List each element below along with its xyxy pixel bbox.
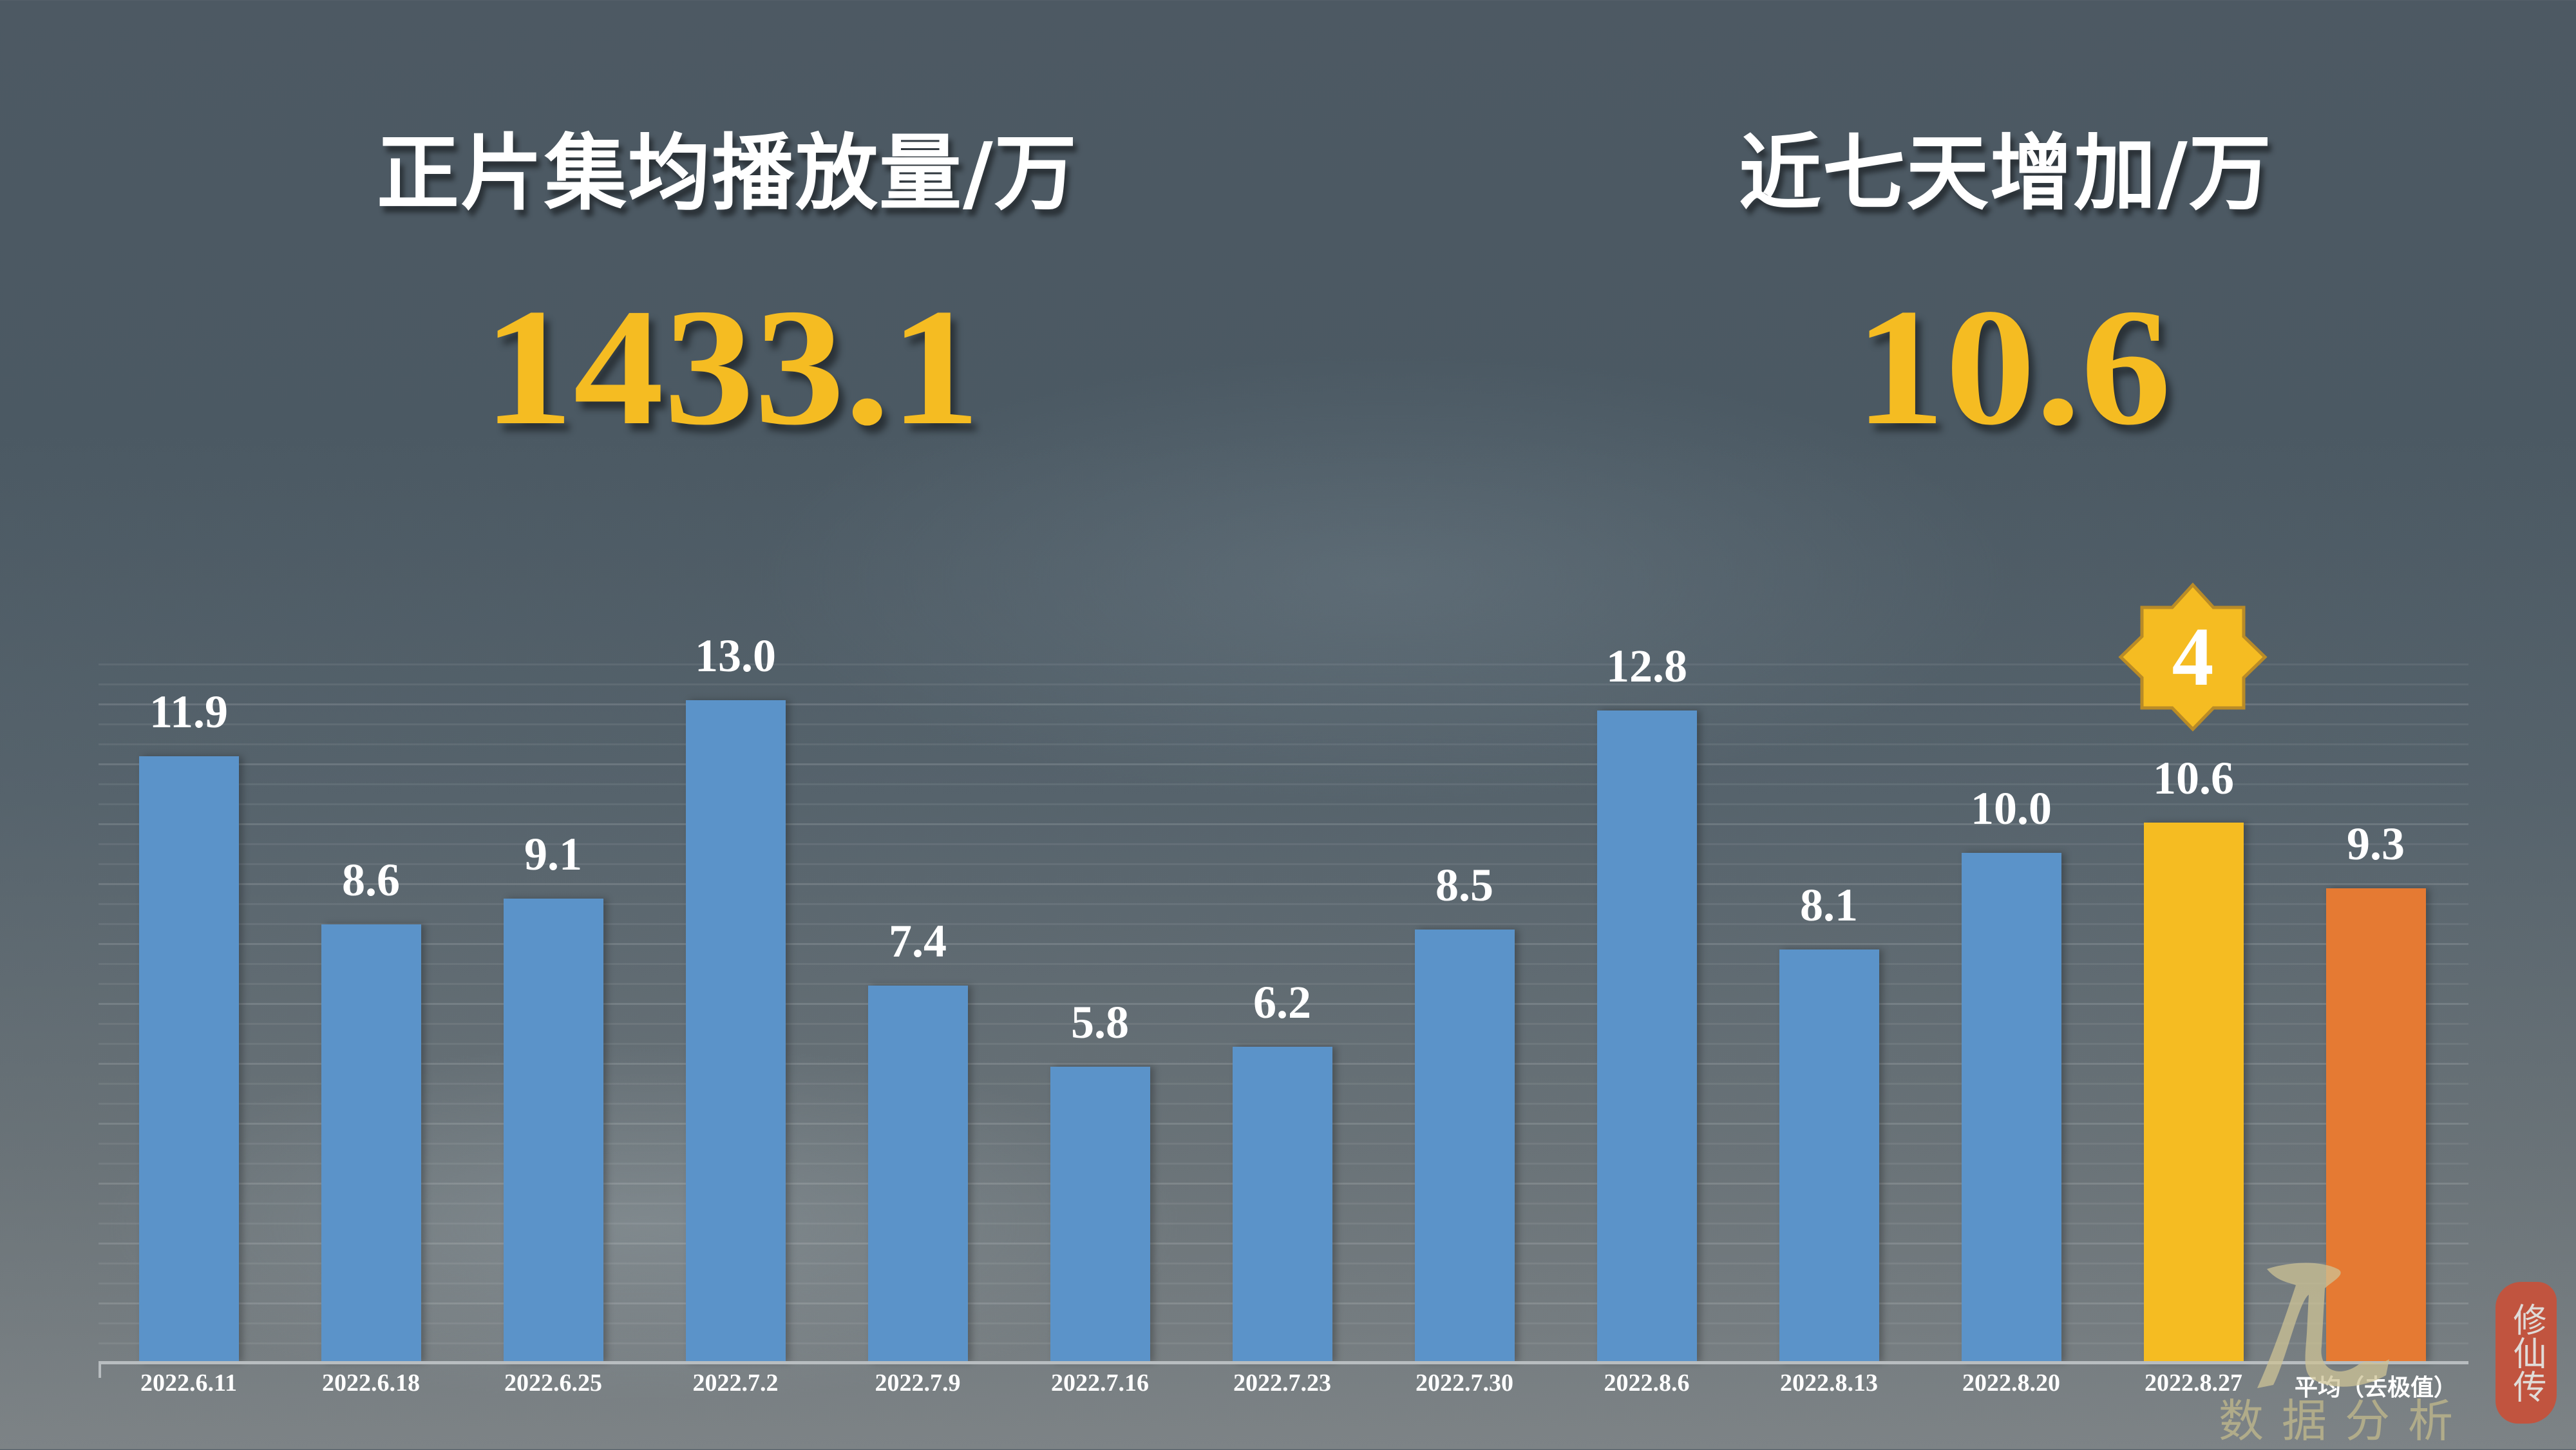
x-axis-tick bbox=[99, 1361, 101, 1378]
rank-badge-number: 4 bbox=[2172, 611, 2214, 703]
x-axis-category-label: 2022.8.13 bbox=[1780, 1369, 1878, 1397]
gridline bbox=[99, 723, 2468, 725]
bar-value-label: 6.2 bbox=[1253, 977, 1311, 1028]
seal-stamp: 修仙传 bbox=[2496, 1282, 2557, 1424]
bar-value-label: 12.8 bbox=[1606, 640, 1687, 692]
kpi-right-title: 近七天增加/万 bbox=[1739, 126, 2273, 222]
bar-default bbox=[1597, 711, 1697, 1362]
bar-default bbox=[1415, 930, 1515, 1362]
gridline bbox=[99, 883, 2468, 885]
bar-value-label: 9.1 bbox=[524, 828, 582, 880]
bar-default bbox=[1779, 949, 1879, 1362]
bar-default bbox=[686, 700, 786, 1362]
bar-value-label: 5.8 bbox=[1071, 997, 1129, 1048]
gridline bbox=[99, 803, 2468, 805]
bar-average bbox=[2326, 888, 2426, 1362]
bar-default bbox=[321, 924, 421, 1362]
gridline bbox=[99, 1043, 2468, 1045]
gridline bbox=[99, 843, 2468, 845]
bar-default bbox=[868, 986, 968, 1362]
gridline bbox=[99, 763, 2468, 765]
bar-value-label: 8.6 bbox=[342, 854, 400, 906]
x-axis-category-label: 2022.8.20 bbox=[1962, 1369, 2060, 1397]
x-axis-category-label: 2022.6.11 bbox=[140, 1369, 237, 1397]
bar-default bbox=[1962, 853, 2061, 1362]
gridline bbox=[99, 823, 2468, 825]
bar-default bbox=[139, 756, 239, 1362]
x-axis-category-label: 2022.6.25 bbox=[504, 1369, 602, 1397]
gridline bbox=[99, 743, 2468, 745]
kpi-right-value: 10.6 bbox=[1855, 274, 2172, 460]
gridline bbox=[99, 863, 2468, 865]
kpi-left-title: 正片集均播放量/万 bbox=[377, 126, 1078, 222]
bar-default bbox=[504, 899, 603, 1362]
bar-value-label: 10.0 bbox=[1971, 783, 2052, 834]
gridline bbox=[99, 903, 2468, 905]
x-axis-category-label: 2022.8.6 bbox=[1604, 1369, 1690, 1397]
bar-value-label: 13.0 bbox=[695, 630, 776, 682]
eight-point-star-icon bbox=[2118, 582, 2268, 732]
x-axis-category-label: 2022.8.27 bbox=[2145, 1369, 2242, 1397]
gridline bbox=[99, 963, 2468, 965]
kpi-left-value: 1433.1 bbox=[483, 274, 981, 460]
gridline bbox=[99, 703, 2468, 705]
x-axis-category-label: 2022.7.2 bbox=[692, 1369, 779, 1397]
bar-default bbox=[1233, 1047, 1332, 1362]
gridline bbox=[99, 683, 2468, 685]
gridline bbox=[99, 983, 2468, 985]
x-axis-category-label: 2022.7.9 bbox=[875, 1369, 961, 1397]
bar-value-label: 11.9 bbox=[149, 686, 229, 738]
bar-default bbox=[1050, 1067, 1150, 1362]
rank-badge: 4 bbox=[2116, 580, 2270, 734]
gridline bbox=[99, 783, 2468, 785]
bar-chart-plot-area: 11.9 8.6 9.1 13.0 7.4 5.8 6.2 8.5 12.8 8.1 10.0 10.… bbox=[99, 630, 2468, 1362]
gridline bbox=[99, 1003, 2468, 1005]
x-axis-category-label: 2022.7.23 bbox=[1233, 1369, 1331, 1397]
brush-calligraphy-icon bbox=[2257, 1263, 2389, 1388]
gridline bbox=[99, 1023, 2468, 1025]
x-axis-category-label: 2022.6.18 bbox=[322, 1369, 420, 1397]
bar-value-label: 8.1 bbox=[1800, 879, 1858, 931]
bar-value-label: 9.3 bbox=[2347, 818, 2405, 870]
bar-highlight bbox=[2144, 823, 2244, 1362]
bar-value-label: 8.5 bbox=[1435, 859, 1493, 911]
x-axis-category-label: 2022.7.30 bbox=[1416, 1369, 1513, 1397]
x-axis-line bbox=[99, 1361, 2468, 1364]
gridline bbox=[99, 663, 2468, 665]
bar-value-label: 10.6 bbox=[2153, 752, 2234, 804]
gridline bbox=[99, 923, 2468, 925]
bar-value-label: 7.4 bbox=[889, 915, 947, 967]
watermark-text: 数据分析 bbox=[2219, 1395, 2471, 1447]
x-axis-category-label: 2022.7.16 bbox=[1051, 1369, 1149, 1397]
gridline bbox=[99, 943, 2468, 945]
